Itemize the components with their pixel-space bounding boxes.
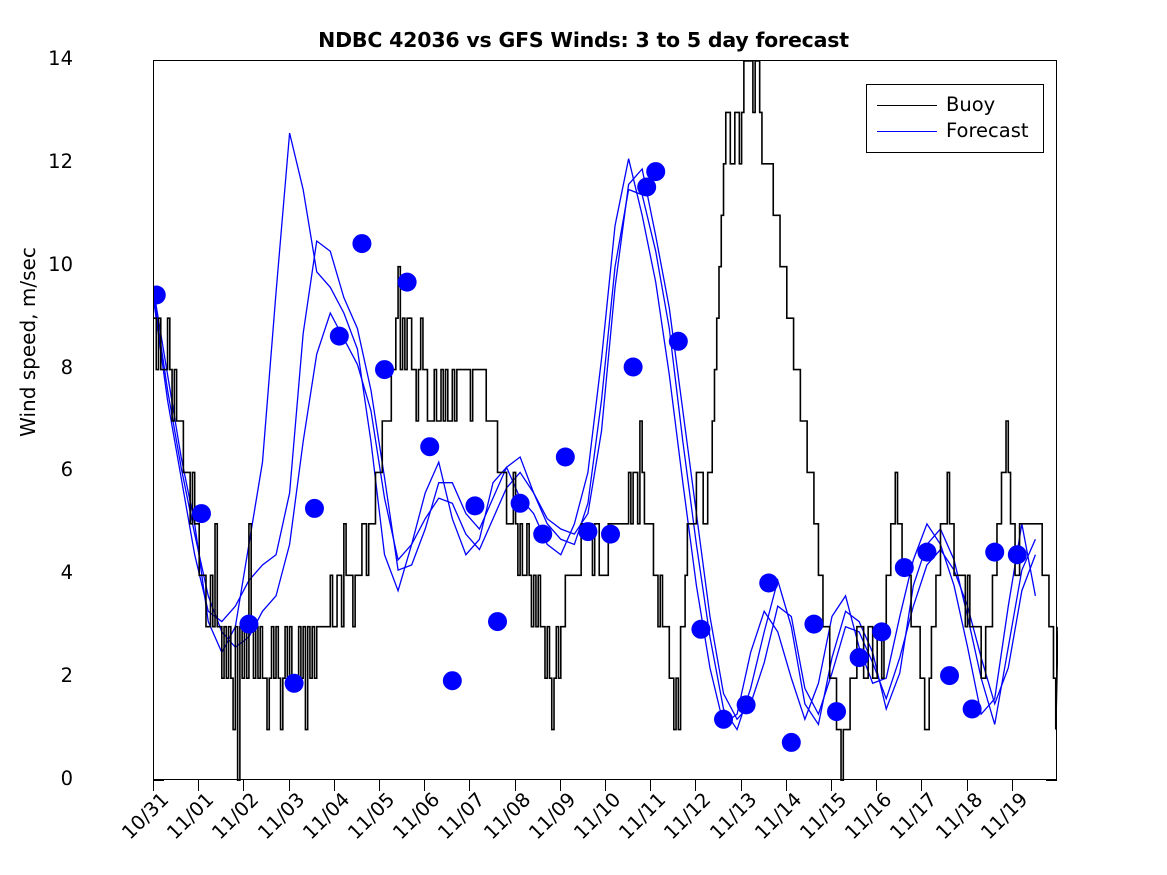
y-tick-label: 12 [48, 149, 73, 173]
y-tick-label: 10 [48, 252, 73, 276]
y-tick-label: 2 [60, 664, 73, 688]
observation-marker [872, 622, 892, 642]
x-tick-mark [785, 780, 787, 791]
forecast-line-5-day [154, 132, 1037, 726]
legend-line-buoy-icon [877, 104, 937, 106]
x-tick-mark [559, 780, 561, 791]
chart-title: NDBC 42036 vs GFS Winds: 3 to 5 day fore… [318, 28, 849, 52]
x-tick-mark [243, 780, 245, 791]
x-tick-mark [740, 780, 742, 791]
x-tick-mark [288, 780, 290, 791]
x-tick-mark [469, 780, 471, 791]
x-tick-mark [966, 780, 968, 791]
observation-marker [578, 522, 598, 542]
x-tick-mark [695, 780, 697, 791]
y-tick-label: 4 [60, 561, 73, 585]
y-tick-label: 8 [60, 355, 73, 379]
x-tick-mark [379, 780, 380, 791]
forecast-line-3-day [154, 167, 1037, 721]
observation-marker [668, 331, 688, 351]
observation-marker [304, 498, 324, 518]
x-tick-mark [650, 780, 652, 791]
x-tick-mark [605, 780, 606, 791]
observation-markers-group [154, 162, 1027, 752]
observation-marker [420, 437, 440, 457]
observation-marker [397, 272, 417, 292]
observation-marker [510, 493, 530, 513]
x-tick-mark [831, 780, 832, 791]
observation-marker [985, 542, 1005, 562]
observation-marker [962, 699, 982, 719]
y-tick-label: 0 [60, 767, 73, 790]
observation-marker [623, 357, 643, 377]
observation-marker [352, 234, 372, 254]
observation-marker [637, 177, 657, 197]
observation-marker [759, 573, 779, 593]
observation-marker [488, 612, 508, 632]
x-tick-mark [876, 780, 878, 791]
observation-marker [781, 732, 801, 752]
legend-item-buoy: Buoy [877, 92, 1029, 118]
legend-line-forecast-icon [877, 130, 937, 132]
observation-marker [442, 671, 462, 691]
legend-label-buoy: Buoy [946, 93, 996, 117]
observation-marker [827, 702, 847, 722]
observation-marker [917, 542, 937, 562]
observation-marker [284, 673, 304, 693]
x-tick-mark [921, 780, 923, 791]
buoy-series-group [154, 61, 1058, 781]
observation-marker [239, 614, 259, 634]
observation-marker [154, 285, 166, 305]
forecast-line-4-day [154, 188, 1036, 732]
y-tick-mark [153, 780, 164, 781]
y-tick-label: 14 [48, 47, 73, 70]
observation-marker [849, 648, 869, 668]
x-tick-mark [198, 780, 200, 791]
forecast-series-group [154, 132, 1037, 732]
buoy-line [154, 61, 1058, 781]
observation-marker [555, 447, 575, 467]
observation-marker [533, 524, 553, 544]
x-tick-mark [333, 780, 335, 791]
observation-marker [1007, 545, 1027, 565]
observation-marker [691, 619, 711, 639]
observation-marker [601, 524, 621, 544]
x-tick-mark [153, 780, 154, 791]
x-tick-mark [514, 780, 516, 791]
observation-marker [646, 162, 666, 182]
plot-area [153, 60, 1058, 781]
observation-marker [940, 666, 960, 686]
legend-item-forecast: Forecast [877, 118, 1029, 144]
observation-marker [191, 504, 211, 524]
observation-marker [329, 326, 349, 346]
observation-marker [714, 709, 734, 729]
y-tick-mark [1046, 780, 1057, 781]
y-axis-label: Wind speed, m/sec [16, 247, 40, 437]
plot-svg [154, 61, 1058, 781]
y-tick-label: 6 [60, 458, 73, 482]
observation-marker [804, 614, 824, 634]
observation-marker [375, 360, 395, 380]
observation-marker [894, 558, 914, 578]
x-tick-mark [1011, 780, 1013, 791]
x-tick-mark [424, 780, 426, 791]
observation-marker [465, 496, 485, 516]
legend-label-forecast: Forecast [946, 119, 1029, 143]
legend-box: Buoy Forecast [866, 84, 1044, 153]
observation-marker [736, 695, 756, 715]
